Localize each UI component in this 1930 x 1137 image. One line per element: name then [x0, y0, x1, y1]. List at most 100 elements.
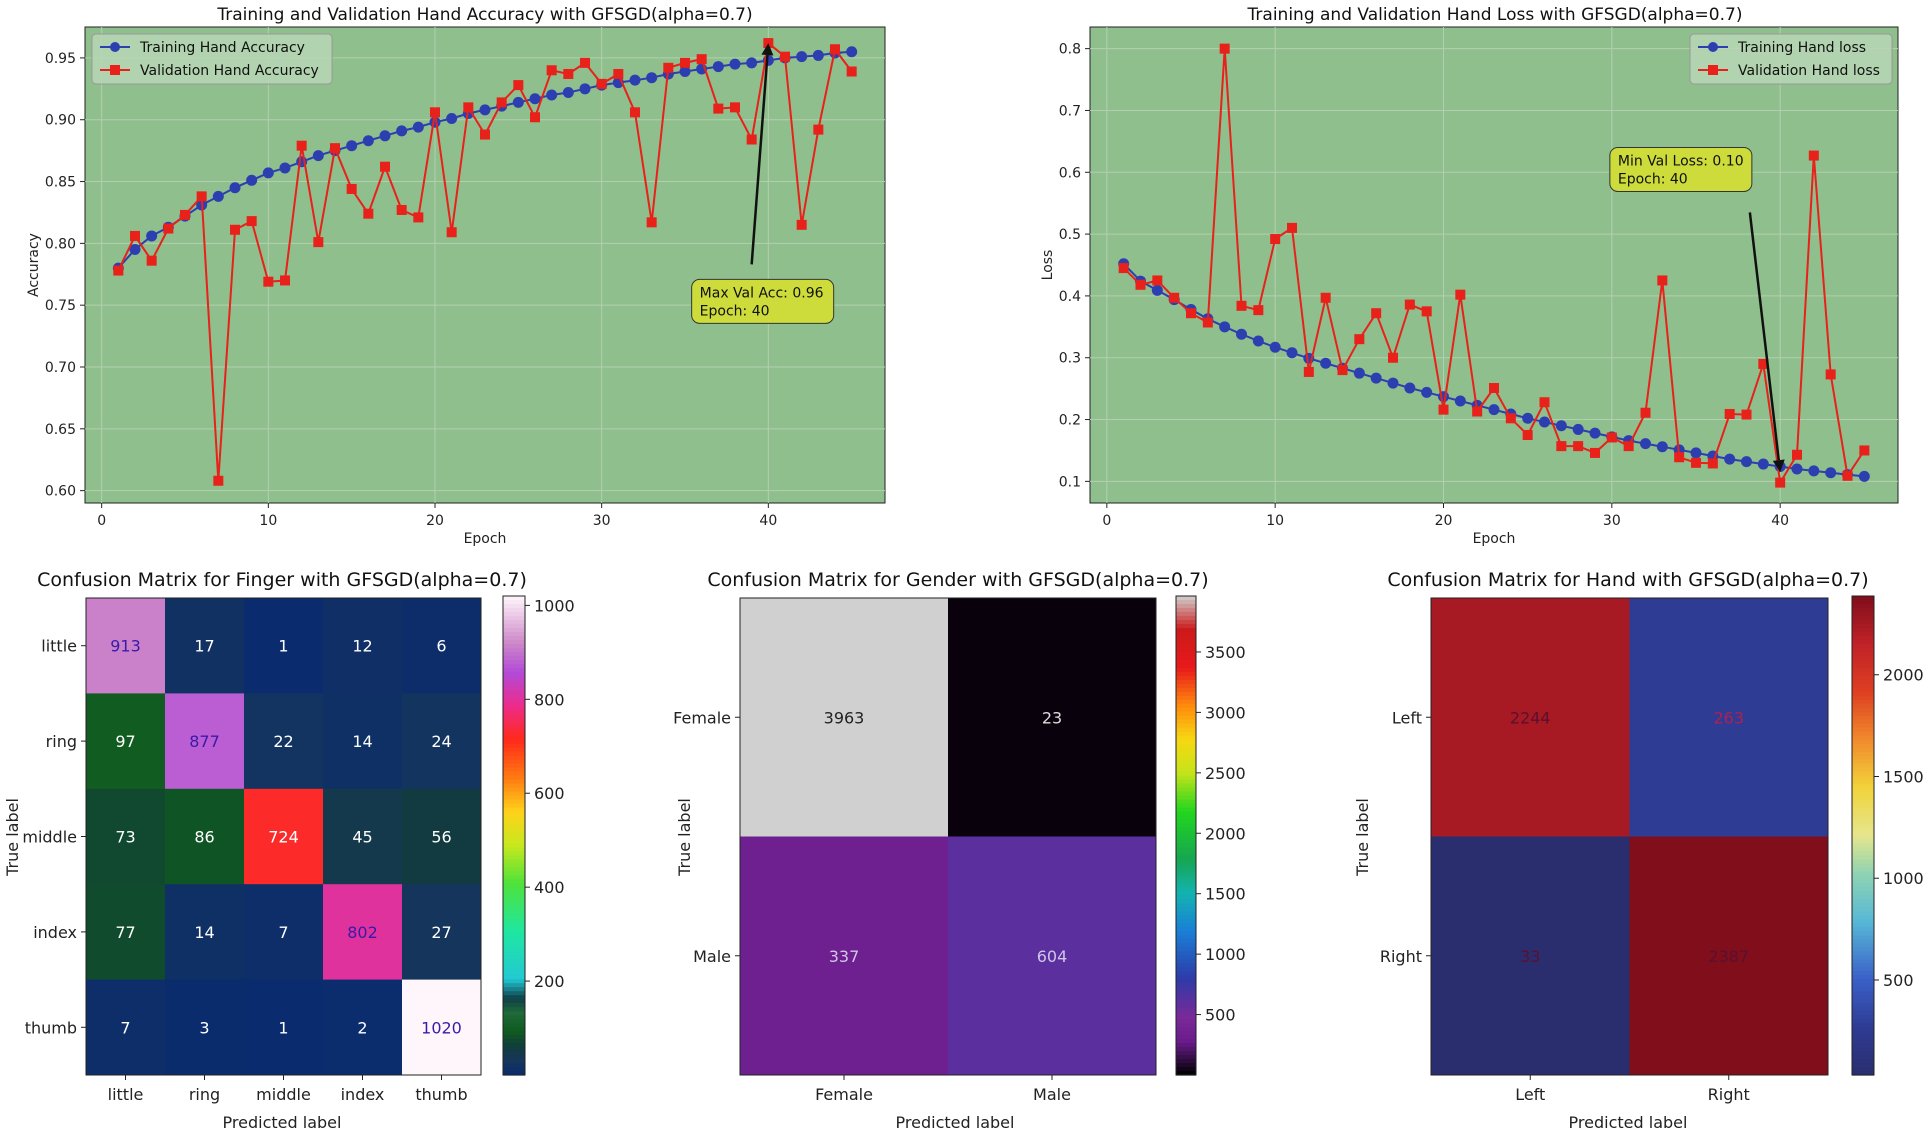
hand-colorbar-segment	[1852, 1035, 1874, 1040]
finger-cm-cell	[402, 884, 482, 981]
accuracy-legend: Training Hand Accuracy Validation Hand A…	[91, 33, 333, 85]
accuracy-ytick-label: 0.90	[45, 113, 76, 129]
hand-colorbar-segment	[1852, 979, 1874, 984]
finger-colorbar-segment	[503, 687, 525, 693]
finger-colorbar-segment	[503, 943, 525, 948]
accuracy-training-point	[729, 58, 741, 70]
hand-colorbar-segment	[1852, 943, 1874, 948]
hand-colorbar-segment	[1852, 1023, 1874, 1028]
accuracy-xtick-label: 40	[759, 513, 777, 529]
hand-colorbar-segment	[1852, 767, 1874, 773]
hand-colorbar-segment	[1852, 915, 1874, 920]
gender-colorbar-segment	[1176, 647, 1196, 653]
finger-cm-value: 73	[115, 828, 135, 847]
finger-colorbar-segment	[503, 867, 525, 873]
accuracy-validation-point	[130, 230, 140, 241]
hand-colorbar-segment	[1852, 783, 1874, 789]
finger-cm-cell	[244, 693, 324, 790]
finger-cm-cell	[323, 598, 403, 694]
accuracy-validation-point	[580, 57, 590, 68]
loss-xtick-label: 20	[1435, 513, 1453, 529]
hand-colorbar-segment	[1852, 707, 1874, 713]
gender-colorbar-segment	[1176, 607, 1196, 613]
hand-cm-xlabel: Predicted label	[1569, 1113, 1688, 1132]
loss-xlabel: Epoch	[1473, 531, 1516, 547]
gender-colorbar-segment	[1176, 687, 1196, 693]
hand-cm-col-label: Left	[1515, 1085, 1545, 1104]
finger-colorbar-segment	[503, 771, 525, 777]
accuracy-training-point	[512, 96, 524, 108]
hand-colorbar-segment	[1852, 635, 1874, 641]
accuracy-training-point	[412, 121, 424, 133]
gender-colorbar-segment	[1176, 1039, 1196, 1044]
accuracy-training-point	[746, 57, 758, 69]
gender-cm-row-label: Male	[693, 947, 731, 966]
accuracy-validation-point	[280, 275, 290, 286]
gender-colorbar-segment	[1176, 1043, 1196, 1048]
gender-colorbar-segment	[1176, 915, 1196, 920]
loss-validation-point	[1388, 352, 1398, 363]
gender-colorbar-segment	[1176, 755, 1196, 761]
legend-validation-accuracy: Validation Hand Accuracy	[140, 63, 319, 79]
finger-colorbar-segment	[503, 835, 525, 841]
accuracy-validation-point	[713, 103, 724, 114]
finger-colorbar-segment	[503, 831, 525, 837]
gender-colorbar-segment	[1176, 1067, 1196, 1072]
gender-colorbar-segment	[1176, 695, 1196, 701]
hand-colorbar-segment	[1852, 1007, 1874, 1012]
loss-validation-point	[1404, 299, 1415, 310]
finger-colorbar-segment	[503, 859, 525, 865]
gender-cm-xlabel: Predicted label	[896, 1113, 1015, 1132]
accuracy-ytick-label: 0.75	[45, 298, 76, 314]
finger-colorbar-segment	[503, 851, 525, 857]
hand-colorbar-segment	[1852, 1027, 1874, 1032]
loss-training-point	[1236, 328, 1247, 340]
accuracy-validation-point	[430, 107, 440, 118]
accuracy-validation-point	[646, 217, 657, 228]
loss-plot-area	[1089, 26, 1899, 504]
legend-training-accuracy: Training Hand Accuracy	[139, 40, 305, 56]
gender-colorbar-segment	[1176, 727, 1196, 733]
gender-colorbar-segment	[1176, 639, 1196, 645]
hand-colorbar-segment	[1852, 747, 1874, 753]
gender-colorbar-tick-label: 1000	[1205, 945, 1246, 964]
finger-colorbar-segment	[503, 931, 525, 936]
legend-training-loss-marker	[1708, 42, 1718, 52]
gender-colorbar-segment	[1176, 596, 1196, 601]
finger-cm-value: 27	[431, 923, 451, 942]
hand-colorbar-segment	[1852, 875, 1874, 881]
hand-colorbar-segment	[1852, 1019, 1874, 1024]
gender-colorbar-segment	[1176, 987, 1196, 992]
gender-colorbar-segment	[1176, 979, 1196, 984]
finger-cm-cell	[402, 693, 482, 790]
gender-colorbar-segment	[1176, 763, 1196, 769]
loss-annotation-arrowhead	[1772, 459, 1785, 473]
loss-training-point	[1757, 458, 1769, 470]
loss-training-point	[1387, 377, 1399, 389]
hand-colorbar-segment	[1852, 847, 1874, 853]
gender-colorbar-segment	[1176, 911, 1196, 916]
accuracy-validation-point	[296, 140, 307, 151]
loss-validation-point	[1657, 275, 1668, 286]
accuracy-training-point	[846, 46, 858, 58]
accuracy-training-point	[379, 130, 391, 142]
loss-validation-point	[1421, 306, 1432, 317]
finger-colorbar-segment	[503, 995, 525, 1000]
loss-training-point	[1656, 441, 1668, 453]
hand-colorbar-segment	[1852, 596, 1874, 601]
finger-colorbar-segment	[503, 975, 525, 980]
finger-colorbar-segment	[503, 895, 525, 900]
accuracy-validation-point	[213, 475, 224, 486]
accuracy-ytick-label: 0.65	[45, 422, 76, 438]
hand-colorbar-segment	[1852, 691, 1874, 697]
accuracy-validation-point	[446, 227, 457, 238]
loss-xtick-label: 10	[1266, 513, 1284, 529]
hand-colorbar-segment	[1852, 687, 1874, 693]
finger-colorbar-segment	[503, 703, 525, 709]
finger-cm-ylabel: True label	[3, 798, 22, 877]
finger-colorbar-segment	[503, 911, 525, 916]
legend-training-loss: Training Hand loss	[1737, 40, 1866, 56]
hand-colorbar-segment	[1852, 755, 1874, 761]
finger-cm-value: 24	[431, 732, 451, 751]
